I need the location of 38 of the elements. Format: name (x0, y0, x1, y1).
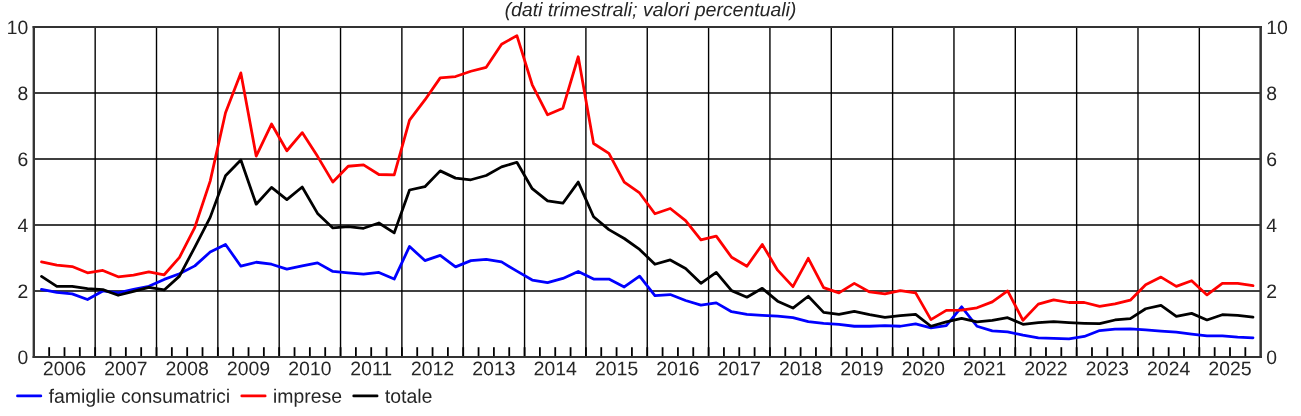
y2-tick-label: 2 (1267, 284, 1277, 298)
x-tick-label: 2006 (43, 361, 86, 376)
x-tick-label: 2018 (779, 361, 822, 376)
legend-label: famiglie consumatrici (48, 388, 229, 407)
y-tick-label: 2 (18, 284, 28, 298)
y-tick-label: 0 (18, 350, 28, 365)
y2-tick-label: 0 (1266, 350, 1277, 365)
y2-tick-label: 6 (1267, 152, 1277, 167)
legend-label: totale (385, 388, 432, 403)
x-tick-label: 2012 (411, 361, 454, 376)
x-tick-label: 2022 (1025, 361, 1067, 376)
y2-tick-label: 10 (1267, 20, 1288, 35)
x-tick-label: 2020 (902, 361, 945, 376)
x-tick-label: 2021 (963, 361, 1006, 376)
x-tick-label: 2025 (1209, 361, 1251, 376)
x-tick-label: 2015 (595, 361, 638, 376)
x-tick-label: 2009 (227, 361, 270, 376)
x-tick-label: 2016 (657, 361, 699, 376)
x-tick-label: 2007 (105, 361, 147, 376)
x-tick-label: 2011 (351, 361, 392, 376)
x-tick-label: 2010 (289, 361, 331, 376)
x-tick-label: 2014 (534, 361, 577, 376)
x-tick-label: 2024 (1148, 361, 1190, 376)
y-tick-label: 8 (18, 86, 28, 101)
line-series (40, 34, 1255, 322)
y2-tick-label: 8 (1267, 86, 1277, 101)
x-tick-label: 2017 (718, 361, 760, 376)
x-tick-label: 2023 (1086, 361, 1129, 376)
x-tick-label: 2008 (166, 361, 208, 376)
x-tick-label: 2013 (473, 361, 515, 376)
y-tick-label: 4 (17, 218, 28, 233)
x-tick-label: 2019 (841, 361, 883, 376)
legend-label: imprese (274, 388, 342, 407)
y-tick-label: 10 (8, 20, 28, 35)
line-series (40, 243, 1255, 341)
chart-title: (dati trimestrali; valori percentuali) (505, 2, 796, 21)
y2-tick-label: 4 (1266, 218, 1277, 233)
y-tick-label: 6 (18, 152, 28, 167)
